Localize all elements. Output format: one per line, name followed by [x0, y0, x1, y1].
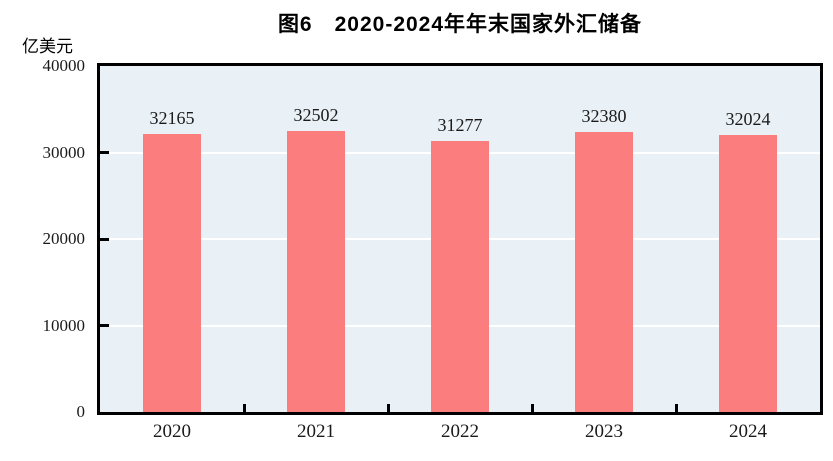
bar: [719, 135, 777, 412]
x-axis-tick: [242, 404, 246, 412]
y-axis-label: 0: [76, 402, 86, 421]
x-axis-label: 2024: [729, 421, 767, 442]
y-axis-label: 20000: [42, 229, 86, 248]
bar: [431, 141, 489, 412]
bar: [287, 130, 345, 412]
bar: [575, 131, 633, 412]
y-axis-tick: [100, 237, 109, 241]
y-axis-tick: [100, 324, 109, 327]
x-axis-tick: [674, 404, 678, 412]
plot-inner: 32165 32502 31277 32380 32024: [100, 66, 820, 412]
x-axis-tick: [530, 404, 534, 412]
y-axis-label: 10000: [42, 315, 86, 335]
x-axis-tick: [386, 404, 390, 412]
x-axis-label: 2020: [153, 421, 191, 442]
bar: [143, 133, 201, 412]
bar-value-label: 31277: [437, 115, 483, 136]
plot-area: 32165 32502 31277 32380 32024: [97, 63, 823, 415]
x-axis-label: 2022: [441, 421, 479, 442]
x-axis-label: 2023: [585, 421, 623, 442]
bar-value-label: 32165: [149, 107, 195, 128]
y-axis-label: 30000: [42, 142, 86, 162]
bar-value-label: 32380: [581, 105, 627, 126]
x-axis-label: 2021: [297, 421, 335, 442]
bar-value-label: 32502: [293, 104, 339, 125]
y-axis-tick: [100, 151, 109, 154]
y-axis-unit-label: 亿美元: [22, 37, 73, 56]
y-axis-label: 40000: [42, 56, 86, 75]
bar-value-label: 32024: [725, 109, 771, 129]
chart-title: 图6 2020-2024年年末国家外汇储备: [277, 13, 643, 36]
